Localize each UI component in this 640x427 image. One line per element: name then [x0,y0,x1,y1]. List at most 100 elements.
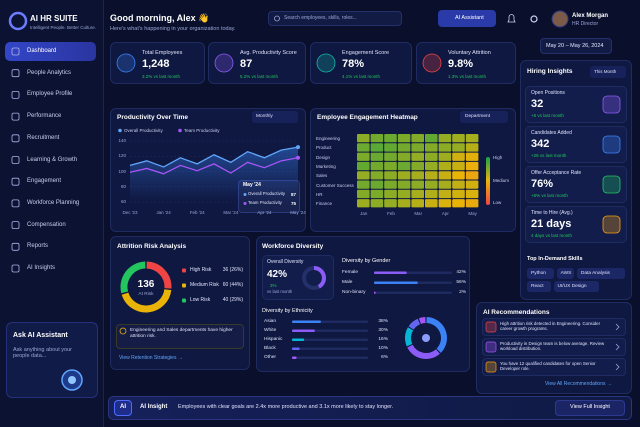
nav-item[interactable]: Engagement [27,178,62,185]
nav-icon [11,264,20,273]
heat-cell [384,161,397,171]
bar-label: Black [264,346,276,351]
panel-title: Hiring Insights [527,68,573,75]
bar [374,271,407,274]
recommendation-item[interactable] [482,358,626,376]
recommendation-text: You have 12 qualified candidates for ope… [500,361,596,372]
link[interactable]: View All Recommendations → [545,381,612,387]
row-label: Sales [316,173,328,179]
period-label[interactable]: This Month [594,69,617,74]
legend-dot [118,128,122,133]
legend-swatch [182,283,186,288]
y-tick-label: 80 [120,183,126,189]
line-end [296,145,300,150]
hiring-card [525,166,627,203]
heat-cell [411,152,424,161]
heat-cell [357,189,370,199]
legend-label: Medium [493,178,510,183]
kpi-icon [316,53,336,73]
nav-item[interactable]: Recruitment [27,134,60,141]
ai-button[interactable] [438,10,496,27]
heat-cell [438,152,452,161]
tooltip-name: Overall Productivity [248,191,286,196]
heat-cell [411,199,424,208]
hiring-change: +5 vs last month [531,113,564,118]
assistant-title: Ask AI Assistant [13,332,68,339]
legend-label: Low Risk [190,297,211,303]
kpi-card [416,42,516,84]
hiring-label: Open Positions [531,90,565,96]
user-name: Alex Morgan [572,13,609,19]
heat-cell [384,180,397,189]
insight-title: AI Insight [140,404,168,410]
period-label[interactable]: Monthly [256,114,273,119]
hiring-change: +28 vs last month [531,153,567,158]
nav-item[interactable]: Dashboard [27,48,57,54]
bar-value: 30% [378,328,388,333]
link[interactable]: View Retention Strategies → [119,355,183,361]
search-box[interactable] [268,11,402,26]
heat-cell [370,180,384,189]
row-label: Engineering [316,136,341,141]
nav-icon [11,242,20,251]
donut-segment [407,344,440,359]
donut-segment [121,289,172,313]
insight-button-label[interactable]: View Full Insight [570,404,610,410]
nav-item[interactable]: Learning & Growth [27,156,78,163]
legend-value: 40 (29%) [222,297,243,303]
center-label: At Risk [138,292,154,297]
heat-cell [411,134,424,143]
chevron [615,343,620,351]
nav-item[interactable]: People Analytics [27,69,72,76]
heat-cell [397,189,411,199]
date-picker[interactable] [540,38,612,54]
row-label: Finance [316,201,333,207]
legend-value: 60 (44%) [222,282,243,288]
insight-button[interactable] [555,400,625,416]
y-tick-label: 100 [118,168,126,174]
hiring-label: Candidates Added [531,130,572,136]
nav-item[interactable]: Compensation [27,221,66,228]
nav-item[interactable]: AI Insights [27,265,56,271]
filter-label[interactable]: Department [465,114,491,119]
heat-cell [397,180,411,189]
bar-track [374,291,452,294]
recommendation-text: Productivity in Design team is below ave… [500,341,605,352]
heat-cell [465,134,479,143]
heat-cell [465,152,479,161]
tooltip-title: May '24 [243,182,261,188]
recommendation-item[interactable] [482,338,626,356]
recommendation-icon [485,321,497,333]
nav-item[interactable]: Employee Profile [27,91,73,98]
kpi-change: 1.3% vs last month [448,74,487,79]
row-label: Customer Success [316,182,354,188]
greeting: Good morning, Alex 👋 [110,13,210,23]
filter-select[interactable] [460,111,508,123]
line-series [129,157,299,175]
heat-cell [465,180,479,189]
avatar [551,10,569,28]
heat-cell [438,134,452,143]
x-tick-label: Feb '24 [189,210,205,215]
note-text: Engineering and Sales departments have h… [130,328,233,339]
period-select[interactable] [590,66,626,78]
nav-item[interactable]: Workforce Planning [27,199,80,206]
heat-cell [411,171,424,180]
ai-button-label[interactable]: AI Assistant [455,15,484,21]
recommendation-item[interactable] [482,318,626,336]
bar-label: Male [342,280,353,285]
heat-cell [370,171,384,180]
heat-cell [452,152,465,161]
period-select[interactable] [252,111,298,123]
hiring-icon [602,135,621,154]
row-label: Marketing [316,163,336,169]
nav-item[interactable]: Reports [27,243,49,250]
overall-change: 3% [270,283,277,288]
kpi-value: 78% [342,58,365,70]
recommendation-text: High attrition risk detected in Engineer… [500,321,601,332]
kpi-icon [116,53,136,73]
nav-icon [11,199,20,208]
nav-item[interactable]: Performance [27,113,62,120]
heat-cell [384,134,397,143]
x-tick-label: Jan [360,211,368,216]
